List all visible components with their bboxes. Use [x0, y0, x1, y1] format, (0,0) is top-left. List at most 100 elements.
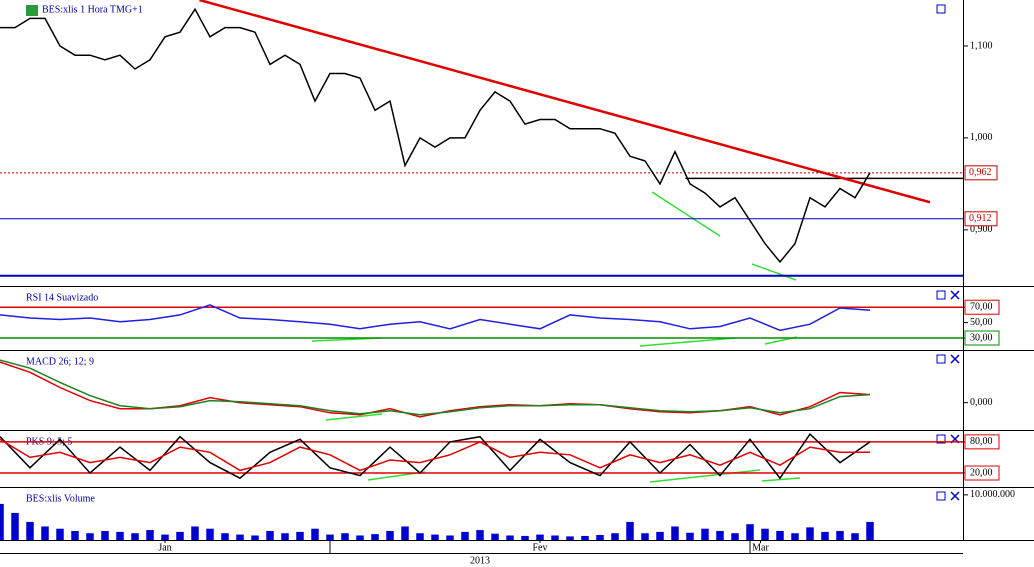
- volume-bar: [356, 535, 364, 540]
- trendline: [199, 0, 931, 204]
- price-label: 0,962: [969, 167, 992, 178]
- volume-bar: [776, 530, 784, 540]
- price-label-box: [964, 165, 998, 181]
- volume-bar: [311, 528, 319, 540]
- volume-bar: [296, 531, 304, 540]
- close-button[interactable]: [950, 290, 960, 300]
- volume-bar: [146, 530, 154, 540]
- volume-bar: [386, 530, 394, 540]
- volume-bar: [401, 526, 409, 540]
- panel-title: MACD 26; 12; 9: [26, 356, 94, 367]
- volume-bar: [581, 535, 589, 540]
- volume-bar: [536, 534, 544, 540]
- volume-bar: [131, 533, 139, 540]
- y-tick-label: 1,000: [970, 132, 993, 143]
- y-tick-label: 30,00: [970, 332, 993, 343]
- price-label: 0,912: [969, 213, 992, 224]
- divergence-line: [751, 263, 797, 281]
- eq-icon[interactable]: [26, 5, 38, 16]
- y-tick-label: 50,00: [970, 317, 993, 328]
- tick-label-box: [964, 434, 1000, 450]
- volume-bar: [596, 535, 604, 540]
- volume-bar: [701, 528, 709, 540]
- tick-label-box: [964, 465, 1000, 481]
- volume-bar: [41, 526, 49, 540]
- volume-bar: [866, 521, 874, 540]
- volume-bar: [821, 531, 829, 540]
- close-button[interactable]: [950, 491, 960, 501]
- volume-bar: [566, 536, 574, 540]
- volume-bar: [656, 531, 664, 540]
- volume-bar: [26, 521, 34, 540]
- y-tick-label: 20,00: [970, 467, 993, 478]
- series-line: [0, 432, 871, 480]
- volume-bar: [431, 534, 439, 540]
- volume-bar: [671, 526, 679, 540]
- x-tick-label: Mar: [752, 542, 769, 553]
- volume-bar: [236, 534, 244, 540]
- volume-bar: [176, 531, 184, 540]
- y-tick-label: 10.000.000: [970, 489, 1015, 500]
- volume-bar: [266, 530, 274, 540]
- y-tick-label: 1,100: [970, 40, 993, 51]
- series-line: [0, 304, 871, 332]
- volume-bar: [221, 533, 229, 540]
- close-button[interactable]: [950, 354, 960, 364]
- volume-bar: [101, 530, 109, 540]
- panel-title: BES:xlis 1 Hora TMG+1: [42, 4, 143, 15]
- divergence-line: [639, 337, 736, 347]
- volume-bar: [116, 531, 124, 540]
- volume-bar: [206, 528, 214, 540]
- series-line: [0, 7, 871, 264]
- price-label-box: [964, 211, 998, 227]
- maximize-button[interactable]: [936, 290, 946, 300]
- volume-bar: [641, 533, 649, 540]
- year-label: 2013: [470, 555, 490, 566]
- volume-bar: [86, 533, 94, 540]
- volume-bar: [161, 534, 169, 540]
- panel-buttons: [936, 4, 946, 501]
- volume-bar: [326, 534, 334, 540]
- x-tick-label: Jan: [158, 542, 171, 553]
- maximize-button[interactable]: [936, 4, 946, 14]
- maximize-button[interactable]: [936, 434, 946, 444]
- volume-bar: [746, 524, 754, 540]
- volume-bar: [506, 535, 514, 540]
- volume-bar: [761, 528, 769, 540]
- x-tick-label: Fev: [533, 542, 548, 553]
- volume-bar: [191, 526, 199, 540]
- y-tick-label: 70,00: [970, 302, 993, 313]
- volume-bar: [416, 533, 424, 540]
- volume-bar: [281, 533, 289, 540]
- volume-bar: [11, 512, 19, 540]
- volume-bar: [551, 535, 559, 540]
- volume-bar: [56, 528, 64, 540]
- volume-bar: [491, 533, 499, 540]
- volume-bar: [611, 533, 619, 540]
- divergence-line: [651, 191, 721, 237]
- volume-bar: [731, 533, 739, 540]
- volume-bar: [716, 530, 724, 540]
- series-line: [0, 359, 871, 416]
- volume-bar: [371, 534, 379, 540]
- tick-label-box: [964, 299, 1000, 315]
- volume-bar: [836, 530, 844, 540]
- volume-bar: [461, 531, 469, 540]
- volume-bar: [71, 530, 79, 540]
- volume-bar: [341, 533, 349, 540]
- volume-bar: [806, 527, 814, 540]
- y-tick-label: 0,900: [970, 224, 993, 235]
- maximize-button[interactable]: [936, 491, 946, 501]
- y-tick-label: 0,000: [970, 397, 993, 408]
- volume-bar: [0, 503, 4, 540]
- volume-bar: [686, 532, 694, 540]
- divergence-line: [325, 413, 383, 421]
- maximize-button[interactable]: [936, 354, 946, 364]
- volume-bar: [521, 535, 529, 540]
- volume-bar: [626, 521, 634, 540]
- series-line: [0, 438, 870, 472]
- volume-bar: [851, 533, 859, 540]
- volume-bar: [476, 530, 484, 540]
